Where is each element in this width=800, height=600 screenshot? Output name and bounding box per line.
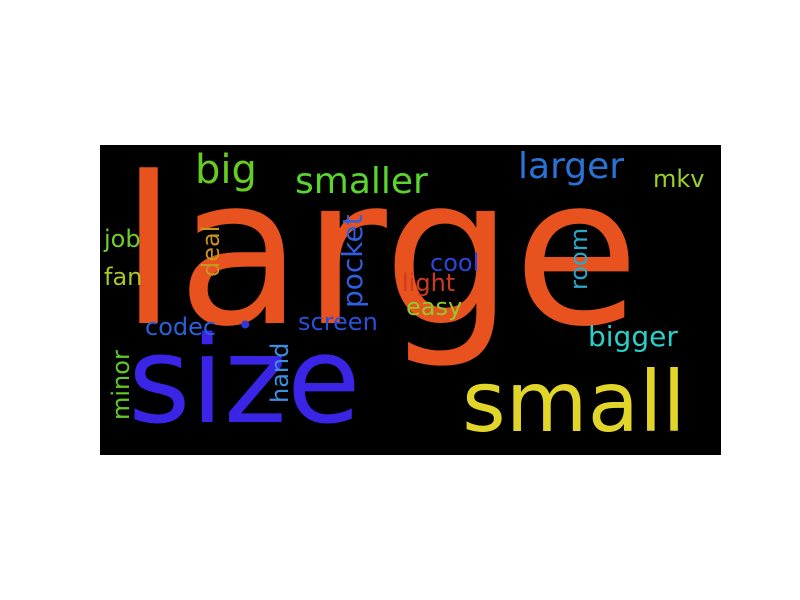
word-larger: larger (518, 146, 624, 187)
word-screen: screen (298, 308, 378, 336)
word-mkv: mkv (653, 165, 704, 193)
word-codec: codec (145, 313, 216, 341)
word-fan: fan (104, 263, 142, 291)
word-smaller: smaller (295, 161, 428, 202)
word-size: size (128, 312, 361, 451)
word-easy: easy (406, 293, 462, 321)
word-big: big (195, 147, 257, 193)
word-large: large (120, 145, 640, 372)
word-light: light (402, 269, 455, 297)
word-room: room (565, 228, 593, 290)
word-pocket: pocket (336, 214, 369, 308)
word-job: job (103, 225, 141, 253)
word-minor: minor (107, 350, 135, 420)
word-small: small (462, 353, 686, 451)
word-cloud: large size small big smaller larger mkv … (100, 145, 721, 455)
word-cloud-canvas: large size small big smaller larger mkv … (103, 145, 704, 451)
word-cool: cool (430, 249, 479, 277)
word-hand: hand (266, 343, 294, 403)
word-bigger: bigger (588, 320, 678, 353)
word-deal: deal (197, 226, 225, 277)
word-dot: • (237, 309, 254, 342)
